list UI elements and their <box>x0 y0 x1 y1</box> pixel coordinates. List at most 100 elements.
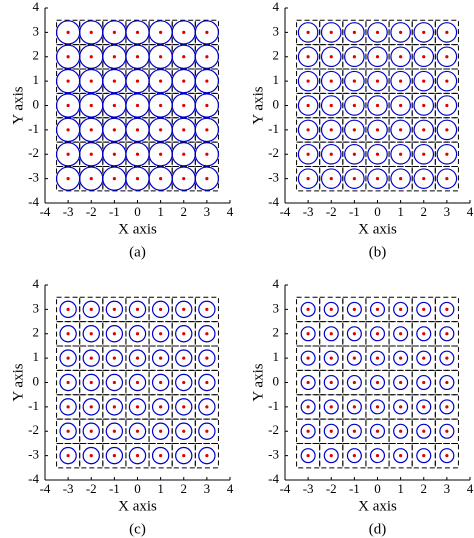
point <box>352 55 356 59</box>
point <box>329 128 333 132</box>
circle <box>59 373 77 392</box>
point <box>329 356 333 360</box>
y-tick-label: 3 <box>33 23 40 38</box>
point <box>329 79 333 83</box>
circle <box>439 301 455 317</box>
point <box>182 405 186 409</box>
y-tick-label: -4 <box>28 194 39 209</box>
y-tick-label: 0 <box>273 96 280 111</box>
y-tick-label: -2 <box>28 145 39 160</box>
point <box>306 380 310 385</box>
point <box>135 55 140 59</box>
y-axis-label: Y axis <box>250 86 266 124</box>
point <box>445 454 449 458</box>
point <box>205 307 209 311</box>
circle <box>320 46 342 68</box>
circle <box>346 350 362 366</box>
caption: (d) <box>369 521 387 537</box>
circle <box>439 423 455 439</box>
x-tick-label: -1 <box>109 204 120 219</box>
point <box>159 55 163 59</box>
point <box>89 356 93 360</box>
circle <box>198 422 216 440</box>
point <box>159 405 163 409</box>
point <box>375 128 380 132</box>
point <box>89 103 93 108</box>
point <box>352 30 356 34</box>
circle <box>105 422 124 440</box>
circle <box>194 142 220 167</box>
circle <box>413 168 435 189</box>
y-tick-label: 1 <box>273 72 280 87</box>
point <box>422 429 426 433</box>
point <box>352 356 356 360</box>
circle <box>344 168 365 189</box>
point <box>445 429 449 433</box>
circle <box>436 22 458 43</box>
circle <box>439 448 455 464</box>
x-axis-label: X axis <box>118 221 157 237</box>
point <box>422 103 426 108</box>
y-tick-label: -1 <box>28 121 39 136</box>
point <box>89 307 93 311</box>
circle <box>300 326 316 342</box>
circle <box>59 300 77 319</box>
circle <box>59 422 77 440</box>
circle <box>323 423 339 439</box>
circle <box>369 350 386 366</box>
y-tick-label: 1 <box>273 349 280 364</box>
y-tick-label: -2 <box>28 422 39 437</box>
panel: -4 -3 -2 -1 0 1 2 3 4 -4 -3 -2 -1 0 1 2 3 4 X axis Y axis (b… <box>250 0 473 260</box>
point <box>399 79 403 83</box>
circle <box>416 350 432 366</box>
point <box>399 454 403 458</box>
circle <box>300 374 316 391</box>
circle <box>323 374 339 391</box>
circle <box>393 301 409 317</box>
x-tick-label: 0 <box>134 481 141 496</box>
circle <box>344 46 365 68</box>
point <box>135 405 140 409</box>
y-tick-label: -3 <box>268 170 279 185</box>
point <box>159 332 163 336</box>
point <box>112 380 116 385</box>
circle <box>393 399 409 415</box>
y-tick-label: 2 <box>273 325 280 340</box>
circle <box>436 70 458 92</box>
circle <box>59 398 77 416</box>
circle <box>367 168 388 189</box>
circle <box>82 300 100 319</box>
point <box>306 30 310 34</box>
point <box>399 405 403 409</box>
circle <box>300 399 316 415</box>
x-tick-label: -2 <box>326 481 337 496</box>
point <box>182 55 186 59</box>
y-axis-label: Y axis <box>10 363 26 401</box>
y-tick-label: 3 <box>273 23 280 38</box>
point <box>89 332 93 336</box>
point <box>89 30 93 34</box>
x-tick-label: -4 <box>40 481 51 496</box>
point <box>159 79 163 83</box>
y-tick-label: -4 <box>28 471 39 486</box>
y-tick-label: -2 <box>268 422 279 437</box>
circle <box>416 448 432 464</box>
x-axis-label: X axis <box>118 498 157 514</box>
point <box>205 454 209 458</box>
y-tick-label: 3 <box>273 300 280 315</box>
point <box>375 356 380 360</box>
point <box>135 177 140 181</box>
y-tick-label: 1 <box>33 72 40 87</box>
circle <box>128 349 147 367</box>
point <box>445 405 449 409</box>
point <box>112 429 116 433</box>
point <box>66 454 70 458</box>
point <box>306 429 310 433</box>
circle <box>198 373 216 392</box>
point <box>66 55 70 59</box>
point <box>399 152 403 156</box>
x-tick-label: -2 <box>86 204 97 219</box>
circle <box>413 70 435 92</box>
circle <box>175 349 193 367</box>
y-tick-label: 3 <box>33 300 40 315</box>
